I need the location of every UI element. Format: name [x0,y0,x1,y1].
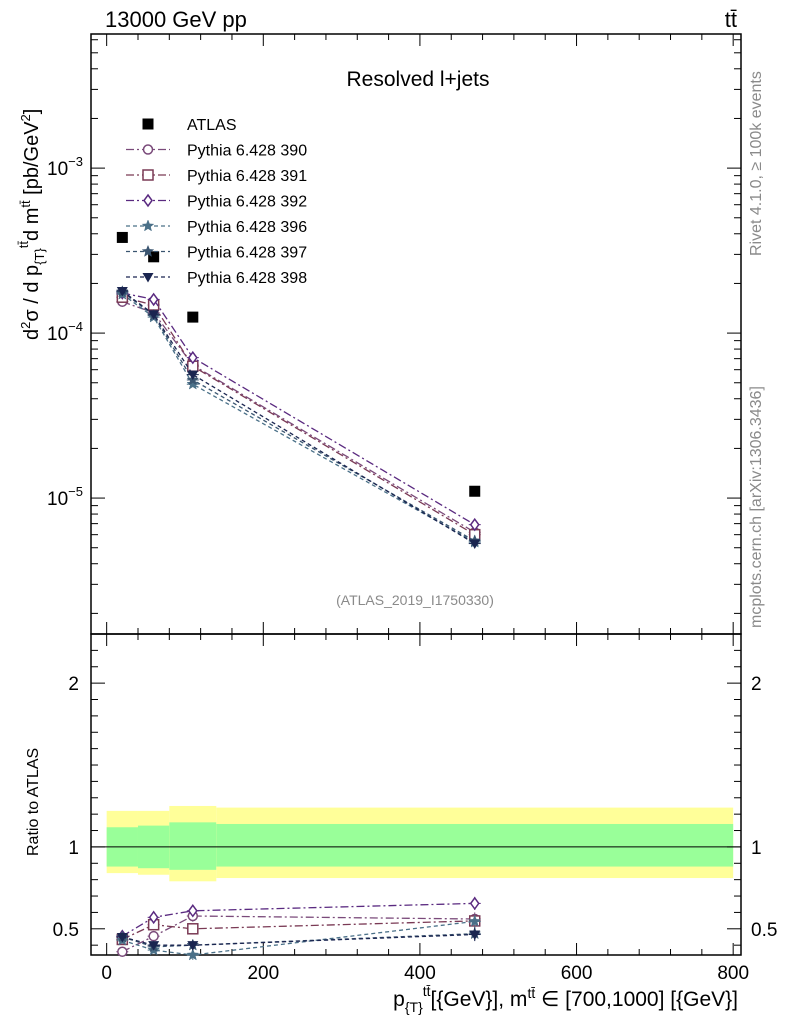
main-panel: Resolved l+jets (ATLAS_2019_I1750330) 10… [47,33,742,635]
y-axis-label: d2σ / d p{T}tt̄d mtt̄ [pb/GeV2] [16,109,47,340]
ratio-series-line [122,933,475,948]
ratio-band-inner [216,823,734,867]
y-tick-label: 10−4 [47,319,83,345]
legend-label: Pythia 6.428 397 [187,245,307,262]
x-tick-label: 600 [561,963,593,984]
legend-marker [141,244,155,257]
ratio-panel: 0.5 0.5 1 1 2 2 [53,633,777,961]
ratio-point [148,930,159,942]
y-tick-label: 10−5 [47,484,83,510]
series-point [148,310,160,320]
y-tick-label: 10−3 [47,154,83,180]
ratio-series-line [122,920,475,940]
data-point [148,251,160,263]
ratio-point [116,932,128,943]
legend-label: Pythia 6.428 396 [187,219,307,236]
mcplots-label: mcplots.cern.ch [arXiv:1306.3436] [748,386,765,628]
ratio-tick-label: 1 [68,838,79,859]
plot-title: Resolved l+jets [347,68,490,91]
x-tick-label: 200 [247,963,279,984]
ratio-point [186,948,200,961]
rivet-label: Rivet 4.1.0, ≥ 100k events [748,71,765,256]
series-line [121,293,476,543]
analysis-tag: (ATLAS_2019_I1750330) [336,592,494,608]
ratio-series-line [122,933,475,946]
legend-label: Pythia 6.428 390 [187,143,307,160]
ratio-point [187,941,199,951]
ratio-tick-label: 2 [68,674,79,695]
legend-marker [142,273,154,283]
ratio-y-axis-label: Ratio to ATLAS [25,748,42,856]
legend-marker [141,219,155,232]
x-axis-label: p{T}tt̄[{GeV}], mtt̄ ∈ [700,1000] [{GeV}… [393,983,738,1015]
x-tick-label: 800 [717,963,749,984]
series-point [469,539,481,550]
ratio-series-line [122,915,475,953]
legend: ATLAS Pythia 6.428 390 Pythia 6.428 391 Pyt… [126,117,307,287]
legend-label: Pythia 6.428 398 [187,270,307,287]
header-right: tt̄ [725,7,737,32]
ratio-series-line [122,920,475,956]
ratio-point [468,914,482,927]
data-point [116,231,128,243]
ratio-point [187,923,199,935]
ratio-point [148,941,160,951]
ratio-point [469,896,480,911]
legend-label: ATLAS [187,117,237,134]
series-point [187,370,199,381]
header-left: 13000 GeV pp [105,7,247,32]
series-line [121,290,476,545]
x-tick-label: 0 [101,963,112,984]
data-point [469,485,481,497]
series-point [148,292,159,307]
legend-label: Pythia 6.428 391 [187,168,307,185]
ratio-point [148,910,159,925]
series-point [469,517,480,532]
ratio-frame [90,633,742,956]
series-line [122,296,476,536]
legend-marker [143,193,153,208]
series-point [116,286,128,297]
legend-marker [142,169,154,181]
ratio-tick-label-right: 2 [751,674,762,695]
series-line [122,301,476,533]
ratio-tick-label-right: 1 [751,838,762,859]
ratio-tick-label-right: 0.5 [751,920,777,941]
ratio-point [469,930,481,941]
ratio-band-inner [169,822,217,870]
ratio-series-line [121,902,475,937]
legend-label: Pythia 6.428 392 [187,194,307,211]
series-point [187,350,198,365]
data-point [187,311,199,323]
ratio-tick-label: 0.5 [53,920,79,941]
ratio-point [187,904,198,918]
legend-marker [142,118,154,130]
legend-marker [142,144,154,155]
x-tick-label: 400 [404,963,436,984]
ratio-point [117,946,128,957]
series-line [122,292,476,526]
